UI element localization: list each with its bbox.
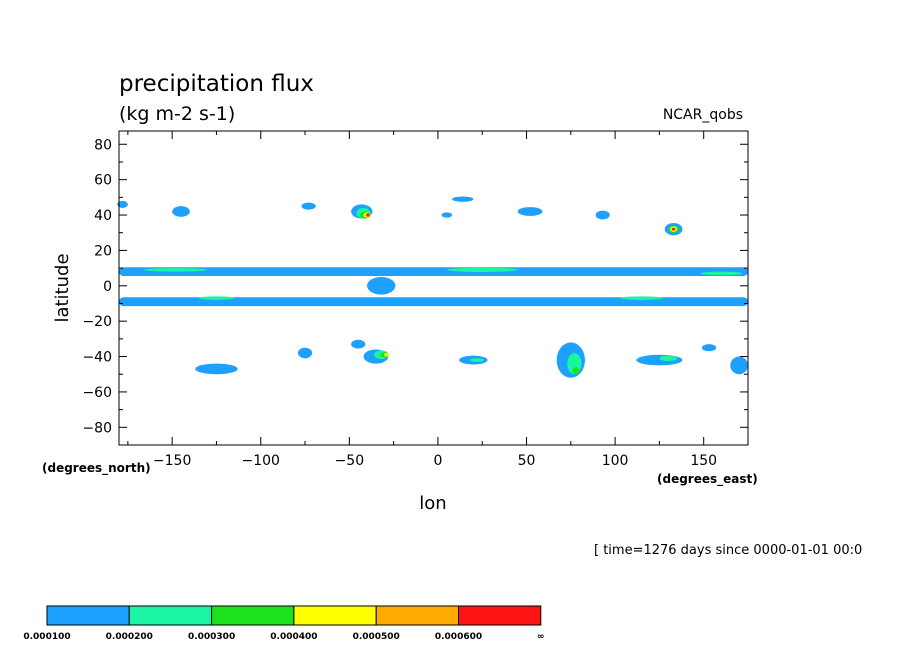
chart-units: (kg m-2 s-1)	[119, 103, 235, 125]
region-sh-blob-6-l3	[572, 367, 580, 375]
region-storm-pacific-west-l6	[671, 227, 676, 231]
legend-swatch	[293, 605, 377, 626]
legend-bound-label: 0.000500	[353, 632, 400, 642]
x-tick-label: 50	[518, 453, 536, 469]
x-tick-label: −150	[153, 453, 191, 469]
y-tick-label: 80	[94, 137, 112, 153]
region-itcz-north-core-3	[700, 271, 743, 276]
y-axis-ticks: 80 60 40 20 0 −20 −40 −60 −80	[82, 137, 748, 446]
region-itcz-north	[119, 267, 748, 277]
y-tick-label: −40	[82, 350, 112, 366]
y-tick-label: −20	[82, 314, 112, 330]
region-sh-blob-7-l2	[659, 355, 678, 361]
legend-bound-label: 0.000400	[270, 632, 317, 642]
legend-bound-label: 0.000200	[106, 632, 153, 642]
chart-title: precipitation flux	[119, 71, 314, 97]
region-nh-blob-3	[301, 202, 316, 210]
region-nh-blob-7	[595, 210, 610, 220]
plot-background	[119, 131, 748, 445]
region-itcz-north-core-1	[143, 268, 208, 272]
legend-bound-label: 0.000300	[188, 632, 235, 642]
region-nh-blob-6	[517, 207, 543, 216]
region-sh-blob-2	[297, 347, 313, 359]
legend-swatch	[375, 605, 460, 626]
x-axis-label: lon	[419, 493, 446, 514]
x-tick-label: −50	[335, 453, 365, 469]
region-nh-blob-5	[441, 212, 453, 218]
region-nh-blob-2	[172, 206, 190, 217]
region-equator-blob	[367, 276, 396, 295]
region-sh-blob-3	[351, 339, 366, 349]
time-note: [ time=1276 days since 0000-01-01 00:0	[594, 543, 862, 558]
y-tick-label: 20	[94, 243, 112, 259]
y-tick-label: −60	[82, 385, 112, 401]
region-nh-blob-4	[452, 196, 474, 202]
x-axis-ticks: −150 −100 −50 0 50 100 150	[127, 131, 749, 469]
x-tick-label: −100	[242, 453, 280, 469]
region-sh-blob-1	[195, 363, 238, 375]
legend-bound-label: 0.000600	[435, 632, 482, 642]
region-sh-blob-9	[730, 356, 749, 375]
region-itcz-north-core-2	[446, 267, 518, 272]
region-sh-blob-4-l4	[383, 353, 390, 357]
region-sh-blob-7	[636, 354, 683, 366]
y-tick-label: 40	[94, 208, 112, 224]
legend-swatch	[458, 605, 542, 626]
region-sh-blob-5-l2	[469, 358, 484, 362]
legend-bound-label: ∞	[537, 632, 545, 642]
plot-area: −150 −100 −50 0 50 100 150 806040200−20−40−60−…	[82, 130, 749, 469]
dataset-name: NCAR_qobs	[663, 107, 743, 123]
y-tick-label: −80	[82, 420, 112, 436]
legend-bound-label: 0.000100	[23, 632, 70, 642]
x-axis-units: (degrees_east)	[657, 472, 758, 487]
legend-swatch	[46, 605, 130, 626]
region-sh-blob-8	[701, 344, 717, 352]
legend-swatch	[211, 605, 295, 626]
x-tick-label: 150	[690, 453, 717, 469]
legend-swatch	[128, 605, 213, 626]
y-axis-label: latitude	[52, 253, 73, 322]
region-itcz-south-core-1	[198, 296, 235, 300]
region-itcz-south	[119, 297, 748, 307]
region-itcz-south-core-2	[620, 296, 663, 300]
precipitation-regions	[117, 196, 749, 378]
region-storm-atlantic-north-l6	[366, 213, 370, 217]
y-tick-label: 0	[103, 279, 112, 295]
y-tick-label: 60	[94, 173, 112, 189]
plot-frame	[118, 130, 749, 446]
region-nh-blob-1	[117, 200, 128, 208]
x-tick-label: 100	[602, 453, 629, 469]
y-axis-units: (degrees_north)	[42, 461, 151, 476]
colorbar-legend: 0.000100 0.000200 0.000300 0.000400 0.000500…	[23, 605, 545, 642]
x-tick-label: 0	[433, 453, 442, 469]
